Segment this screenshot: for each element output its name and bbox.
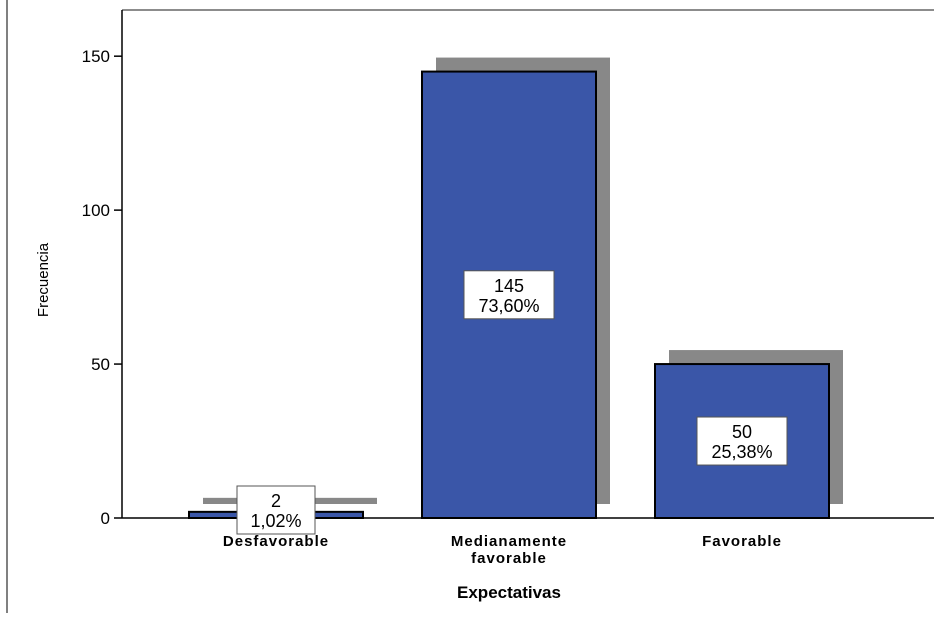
x-tick-label: Desfavorable	[223, 533, 329, 550]
y-tick-label: 150	[82, 47, 110, 66]
x-tick-label: favorable	[471, 550, 547, 567]
y-tick-label: 0	[101, 509, 110, 528]
data-label-percent: 73,60%	[478, 296, 539, 316]
data-label-percent: 1,02%	[250, 511, 301, 531]
x-tick-label: Favorable	[702, 533, 782, 550]
data-label-count: 50	[732, 422, 752, 442]
data-label-box	[463, 270, 555, 320]
data-label-percent: 25,38%	[711, 442, 772, 462]
y-axis-title: Frecuencia	[35, 242, 52, 317]
data-label-count: 2	[271, 491, 281, 511]
y-tick-label: 100	[82, 201, 110, 220]
y-tick-label: 50	[91, 355, 110, 374]
data-label-box	[696, 416, 788, 466]
data-label-count: 145	[494, 276, 524, 296]
data-label-box	[236, 485, 316, 535]
x-axis-title: Expectativas	[457, 583, 561, 602]
x-tick-label: Medianamente	[451, 533, 567, 550]
